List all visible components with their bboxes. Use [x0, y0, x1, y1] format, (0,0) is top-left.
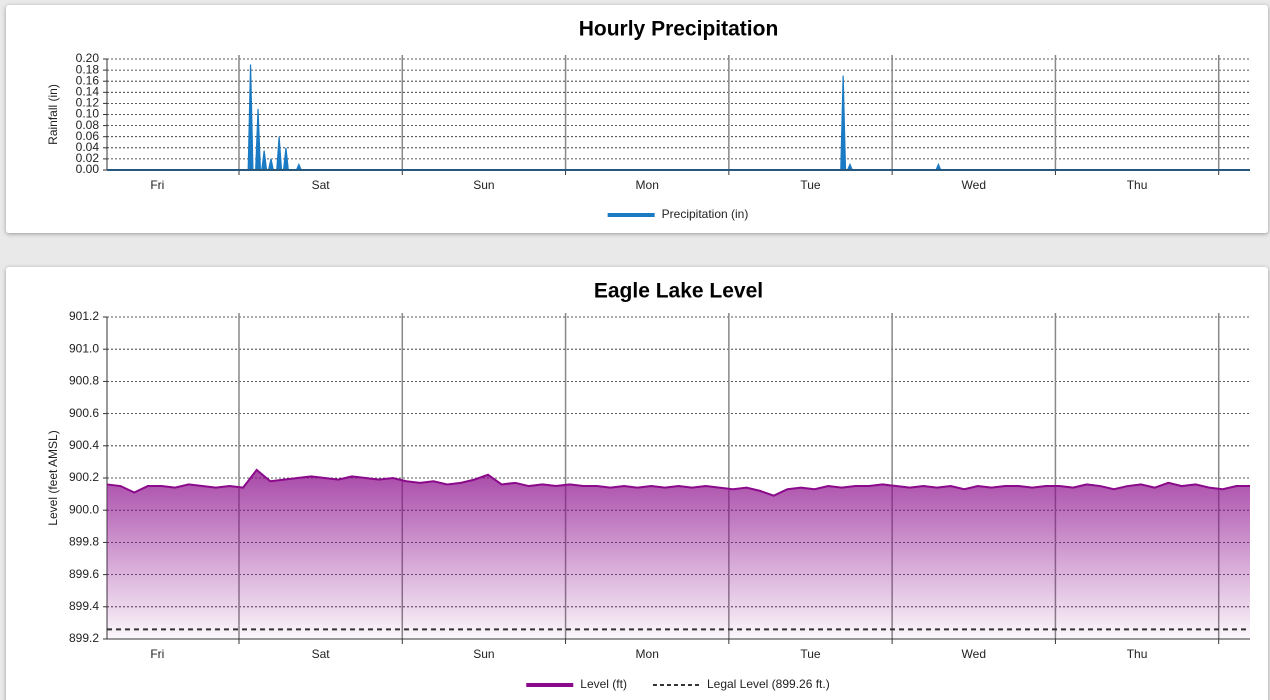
y-tick-label: 0.14	[76, 84, 100, 98]
x-tick-label: Tue	[800, 178, 821, 192]
legend-label: Legal Level (899.26 ft.)	[707, 677, 830, 691]
y-tick-label: 899.2	[69, 631, 99, 645]
y-tick-label: 900.4	[69, 438, 99, 452]
y-tick-label: 899.8	[69, 535, 99, 549]
y-tick-label: 0.16	[76, 73, 100, 87]
y-tick-label: 0.04	[76, 140, 100, 154]
panel	[6, 5, 1268, 233]
legend-label: Precipitation (in)	[662, 207, 749, 221]
y-tick-label: 0.06	[76, 129, 100, 143]
y-axis-label: Level (feet AMSL)	[46, 430, 60, 525]
x-tick-label: Thu	[1127, 178, 1148, 192]
y-tick-label: 0.18	[76, 62, 100, 76]
chart-title: Eagle Lake Level	[594, 280, 763, 303]
x-tick-label: Fri	[150, 647, 164, 661]
y-tick-label: 900.2	[69, 470, 99, 484]
y-tick-label: 0.02	[76, 151, 100, 165]
y-tick-label: 0.12	[76, 96, 100, 110]
y-tick-label: 0.00	[76, 162, 100, 176]
x-tick-label: Tue	[800, 647, 821, 661]
y-tick-label: 899.6	[69, 567, 99, 581]
y-tick-label: 900.6	[69, 406, 99, 420]
x-tick-label: Sat	[312, 647, 331, 661]
x-tick-label: Sun	[473, 647, 494, 661]
y-tick-label: 899.4	[69, 599, 99, 613]
x-tick-label: Wed	[962, 647, 986, 661]
y-tick-label: 0.10	[76, 107, 100, 121]
y-tick-label: 901.0	[69, 341, 99, 355]
x-tick-label: Fri	[150, 178, 164, 192]
y-axis-label: Rainfall (in)	[46, 84, 60, 145]
x-tick-label: Thu	[1127, 647, 1148, 661]
legend-label: Level (ft)	[580, 677, 627, 691]
x-tick-label: Mon	[636, 178, 659, 192]
y-tick-label: 0.08	[76, 118, 100, 132]
y-tick-label: 0.20	[76, 51, 100, 65]
chart-title: Hourly Precipitation	[579, 18, 779, 41]
level-area	[107, 469, 1250, 639]
x-tick-label: Sat	[312, 178, 331, 192]
x-tick-label: Sun	[473, 178, 494, 192]
y-tick-label: 900.8	[69, 374, 99, 388]
x-tick-label: Wed	[962, 178, 986, 192]
y-tick-label: 901.2	[69, 309, 99, 323]
y-tick-label: 900.0	[69, 502, 99, 516]
level-line	[106, 468, 1250, 497]
x-tick-label: Mon	[636, 647, 659, 661]
